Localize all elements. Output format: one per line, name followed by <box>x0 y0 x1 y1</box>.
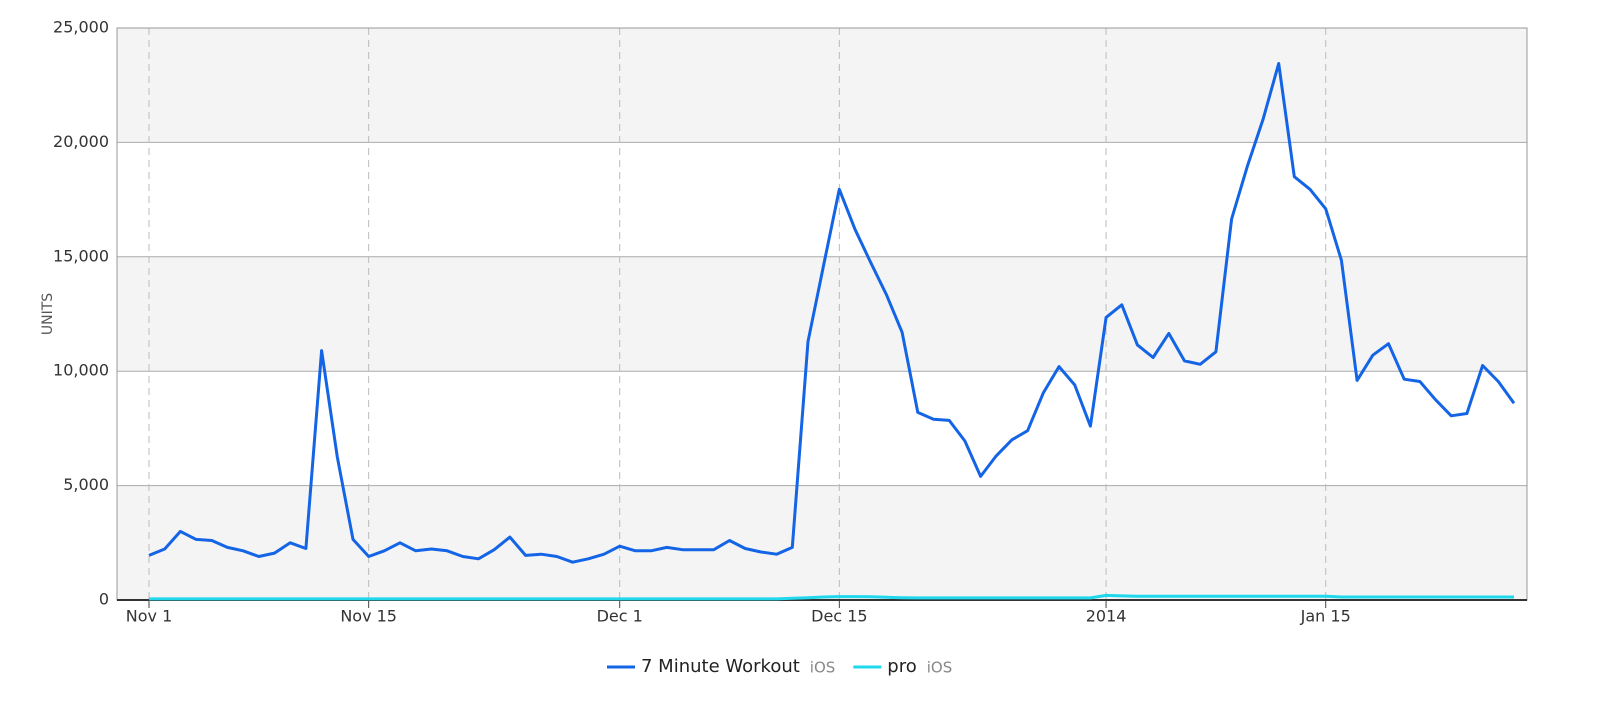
y-axis-label: UNITS <box>40 293 56 335</box>
x-tick-label: Nov 15 <box>340 607 397 626</box>
y-tick-label: 25,000 <box>53 18 109 37</box>
x-tick-label: Dec 15 <box>811 607 867 626</box>
plot-band <box>117 485 1527 600</box>
x-tick-label: Nov 1 <box>126 607 173 626</box>
x-tick-label: 2014 <box>1086 607 1127 626</box>
plot-band <box>117 142 1527 257</box>
y-tick-label: 0 <box>99 590 109 609</box>
series-line <box>149 593 1514 601</box>
y-tick-label: 15,000 <box>53 246 109 265</box>
y-tick-label: 10,000 <box>53 361 109 380</box>
y-tick-label: 20,000 <box>53 132 109 151</box>
plot-band <box>117 371 1527 486</box>
legend-name: pro <box>887 656 916 677</box>
legend-platform: iOS <box>927 659 953 677</box>
legend-item: pro iOS <box>853 656 952 677</box>
x-tick-label: Jan 15 <box>1300 607 1351 626</box>
legend-item: 7 Minute Workout iOS <box>607 656 835 677</box>
x-tick-label: Dec 1 <box>597 607 643 626</box>
plot-band <box>117 28 1527 143</box>
legend-platform: iOS <box>810 659 836 677</box>
y-tick-label: 5,000 <box>63 475 109 494</box>
series-line <box>148 62 1516 564</box>
legend-name: 7 Minute Workout <box>641 656 800 677</box>
